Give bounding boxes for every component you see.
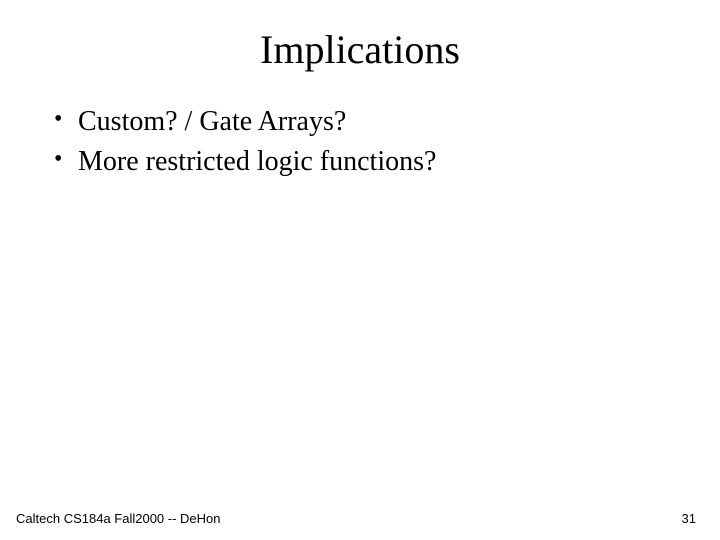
- slide-title: Implications: [40, 26, 680, 73]
- list-item: More restricted logic functions?: [50, 143, 680, 181]
- slide-container: Implications Custom? / Gate Arrays? More…: [0, 0, 720, 540]
- footer-course-info: Caltech CS184a Fall2000 -- DeHon: [16, 511, 221, 526]
- page-number: 31: [682, 511, 696, 526]
- bullet-list: Custom? / Gate Arrays? More restricted l…: [40, 103, 680, 181]
- list-item: Custom? / Gate Arrays?: [50, 103, 680, 141]
